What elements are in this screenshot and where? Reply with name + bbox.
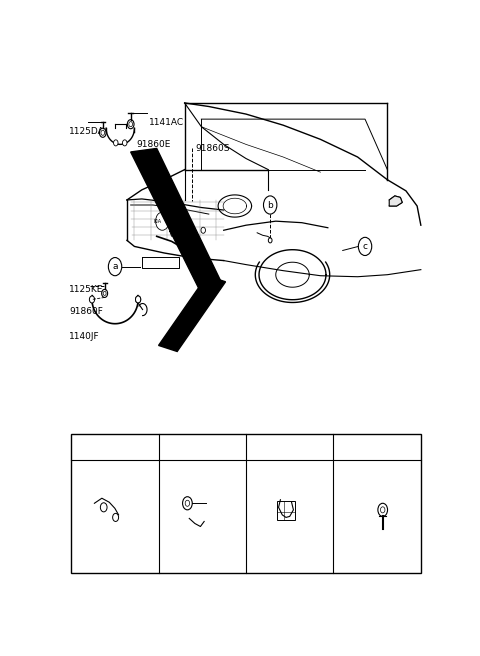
Circle shape: [122, 140, 127, 146]
Circle shape: [114, 140, 118, 146]
Circle shape: [89, 296, 95, 303]
Circle shape: [102, 289, 108, 297]
Bar: [71, 434, 421, 573]
Text: 1125DA: 1125DA: [69, 127, 105, 136]
Text: 1141AC: 1141AC: [148, 118, 184, 127]
Text: 1129ED: 1129ED: [373, 483, 412, 491]
Text: a: a: [110, 442, 116, 451]
Circle shape: [127, 119, 134, 129]
Text: 91860E: 91860E: [136, 140, 170, 149]
Polygon shape: [131, 148, 222, 290]
Circle shape: [108, 440, 119, 455]
Circle shape: [129, 121, 132, 127]
Bar: [276, 501, 295, 520]
Circle shape: [101, 131, 105, 135]
Polygon shape: [389, 196, 402, 206]
Circle shape: [108, 258, 122, 276]
Circle shape: [99, 128, 106, 137]
Circle shape: [268, 238, 272, 243]
Circle shape: [135, 296, 141, 303]
Circle shape: [113, 514, 119, 522]
Polygon shape: [158, 276, 226, 352]
Text: 1140JF: 1140JF: [69, 332, 100, 341]
Text: KIA: KIA: [154, 218, 162, 224]
Text: 13395A: 13395A: [206, 499, 241, 508]
Circle shape: [135, 296, 141, 303]
Circle shape: [156, 212, 169, 230]
Text: c: c: [269, 442, 275, 451]
Circle shape: [264, 196, 277, 214]
Text: c: c: [362, 242, 368, 251]
Text: b: b: [198, 442, 204, 451]
Text: 91931H: 91931H: [288, 442, 327, 451]
Text: 1129EC: 1129EC: [373, 492, 411, 501]
Circle shape: [381, 507, 385, 513]
Text: 91860F: 91860F: [69, 306, 103, 316]
Circle shape: [359, 237, 372, 255]
Text: 1339CD: 1339CD: [89, 553, 125, 562]
Text: b: b: [267, 201, 273, 209]
Circle shape: [195, 440, 206, 455]
Circle shape: [103, 291, 106, 295]
Text: a: a: [112, 262, 118, 271]
Circle shape: [201, 227, 205, 234]
Circle shape: [266, 440, 277, 455]
Circle shape: [378, 503, 387, 516]
Circle shape: [100, 502, 107, 512]
Circle shape: [182, 497, 192, 510]
Circle shape: [185, 501, 190, 506]
Text: 91860S: 91860S: [196, 144, 230, 153]
Text: 1125KE: 1125KE: [69, 285, 104, 295]
